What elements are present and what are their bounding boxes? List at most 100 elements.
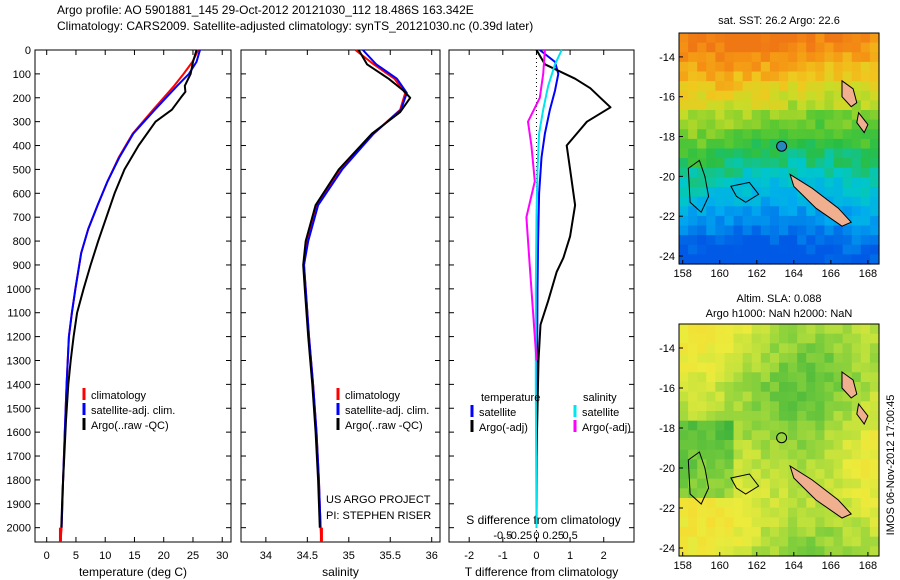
map-cell — [733, 244, 744, 255]
map-cell — [788, 498, 798, 509]
map-cell — [688, 382, 698, 393]
map-cell — [733, 362, 744, 373]
map-cell — [688, 167, 698, 178]
map-cell — [688, 100, 698, 111]
map-cell — [769, 81, 780, 92]
map-cell — [769, 536, 780, 547]
map-cell — [706, 391, 716, 402]
map-cell — [779, 206, 789, 217]
map-cell — [733, 420, 744, 431]
map-cell — [724, 42, 735, 53]
map-cell — [679, 244, 689, 255]
map-cell — [688, 536, 698, 547]
map-cell — [697, 324, 707, 335]
y-tick-label: 1300 — [7, 355, 31, 367]
map-cell — [788, 536, 798, 547]
map-cell — [679, 469, 689, 480]
map-cell — [833, 235, 844, 246]
map-cell — [742, 430, 753, 441]
map-cell — [724, 382, 735, 393]
map-cell — [688, 71, 698, 82]
map-cell — [860, 324, 871, 335]
map-cell — [806, 382, 816, 393]
map-cell — [760, 225, 771, 236]
map-cell — [706, 343, 716, 354]
map-cell — [842, 362, 853, 373]
map-cell — [779, 167, 789, 178]
map-cell — [724, 244, 735, 255]
map-cell — [806, 33, 816, 44]
map-cell — [797, 507, 807, 518]
map-cell — [760, 546, 771, 557]
map-cell — [679, 420, 689, 431]
map-cell — [779, 333, 789, 344]
map-title-line1: Altim. SLA: 0.088 — [737, 293, 822, 305]
map-cell — [842, 411, 853, 422]
map-cell — [851, 158, 862, 169]
map-cell — [706, 254, 716, 265]
map-cell — [815, 244, 826, 255]
map-cell — [706, 469, 716, 480]
map-cell — [860, 225, 871, 236]
map-cell — [788, 148, 798, 159]
map-cell — [706, 372, 716, 383]
map-cell — [706, 507, 716, 518]
map-cell — [760, 372, 771, 383]
map-cell — [851, 343, 862, 354]
map-cell — [851, 459, 862, 470]
map-cell — [815, 401, 826, 412]
map-cell — [797, 498, 807, 509]
map-cell — [760, 90, 771, 101]
map-cell — [724, 362, 735, 373]
map-x-tick-label: 160 — [711, 268, 729, 280]
map-cell — [742, 254, 753, 265]
map-cell — [769, 382, 780, 393]
figure-title-line2: Climatology: CARS2009. Satellite-adjuste… — [57, 19, 534, 33]
map-cell — [679, 42, 689, 53]
map-cell — [679, 71, 689, 82]
map-cell — [788, 187, 798, 198]
map-cell — [779, 507, 789, 518]
map-cell — [715, 119, 726, 130]
map-cell — [751, 440, 762, 451]
map-cell — [824, 81, 835, 92]
map-cell — [733, 343, 744, 354]
timestamp-side-label: IMOS 06-Nov-2012 17:00:45 — [885, 395, 897, 536]
map-cell — [842, 196, 853, 207]
map-cell — [679, 546, 689, 557]
map-cell — [797, 546, 807, 557]
map-cell — [679, 225, 689, 236]
y-tick-label: 800 — [13, 236, 31, 248]
map-cell — [842, 61, 853, 73]
map-cell — [697, 235, 707, 246]
series-line — [303, 49, 408, 528]
map-cell — [779, 440, 789, 451]
map-cell — [851, 362, 862, 373]
map-cell — [824, 391, 835, 402]
map-x-tick-label: 162 — [748, 560, 766, 572]
map-cell — [679, 401, 689, 412]
map-x-tick-label: 160 — [711, 560, 729, 572]
map-cell — [751, 100, 762, 111]
map-cell — [769, 440, 780, 451]
argo-position-marker — [776, 140, 788, 152]
map-cell — [715, 411, 726, 422]
map-cell — [833, 527, 844, 538]
map-cell — [751, 225, 762, 236]
map-cell — [733, 167, 744, 178]
map-cell — [697, 244, 707, 255]
map-cell — [733, 507, 744, 518]
map-cell — [742, 362, 753, 373]
map-cell — [742, 119, 753, 130]
map-cell — [751, 71, 762, 82]
map-cell — [715, 52, 726, 63]
map-cell — [842, 459, 853, 470]
map-cell — [679, 527, 689, 538]
map-cell — [751, 411, 762, 422]
map-cell — [824, 119, 835, 130]
island-vanuatu-south — [856, 111, 869, 134]
map-cell — [697, 411, 707, 422]
map-cell — [788, 546, 798, 557]
map-cell — [851, 206, 862, 217]
